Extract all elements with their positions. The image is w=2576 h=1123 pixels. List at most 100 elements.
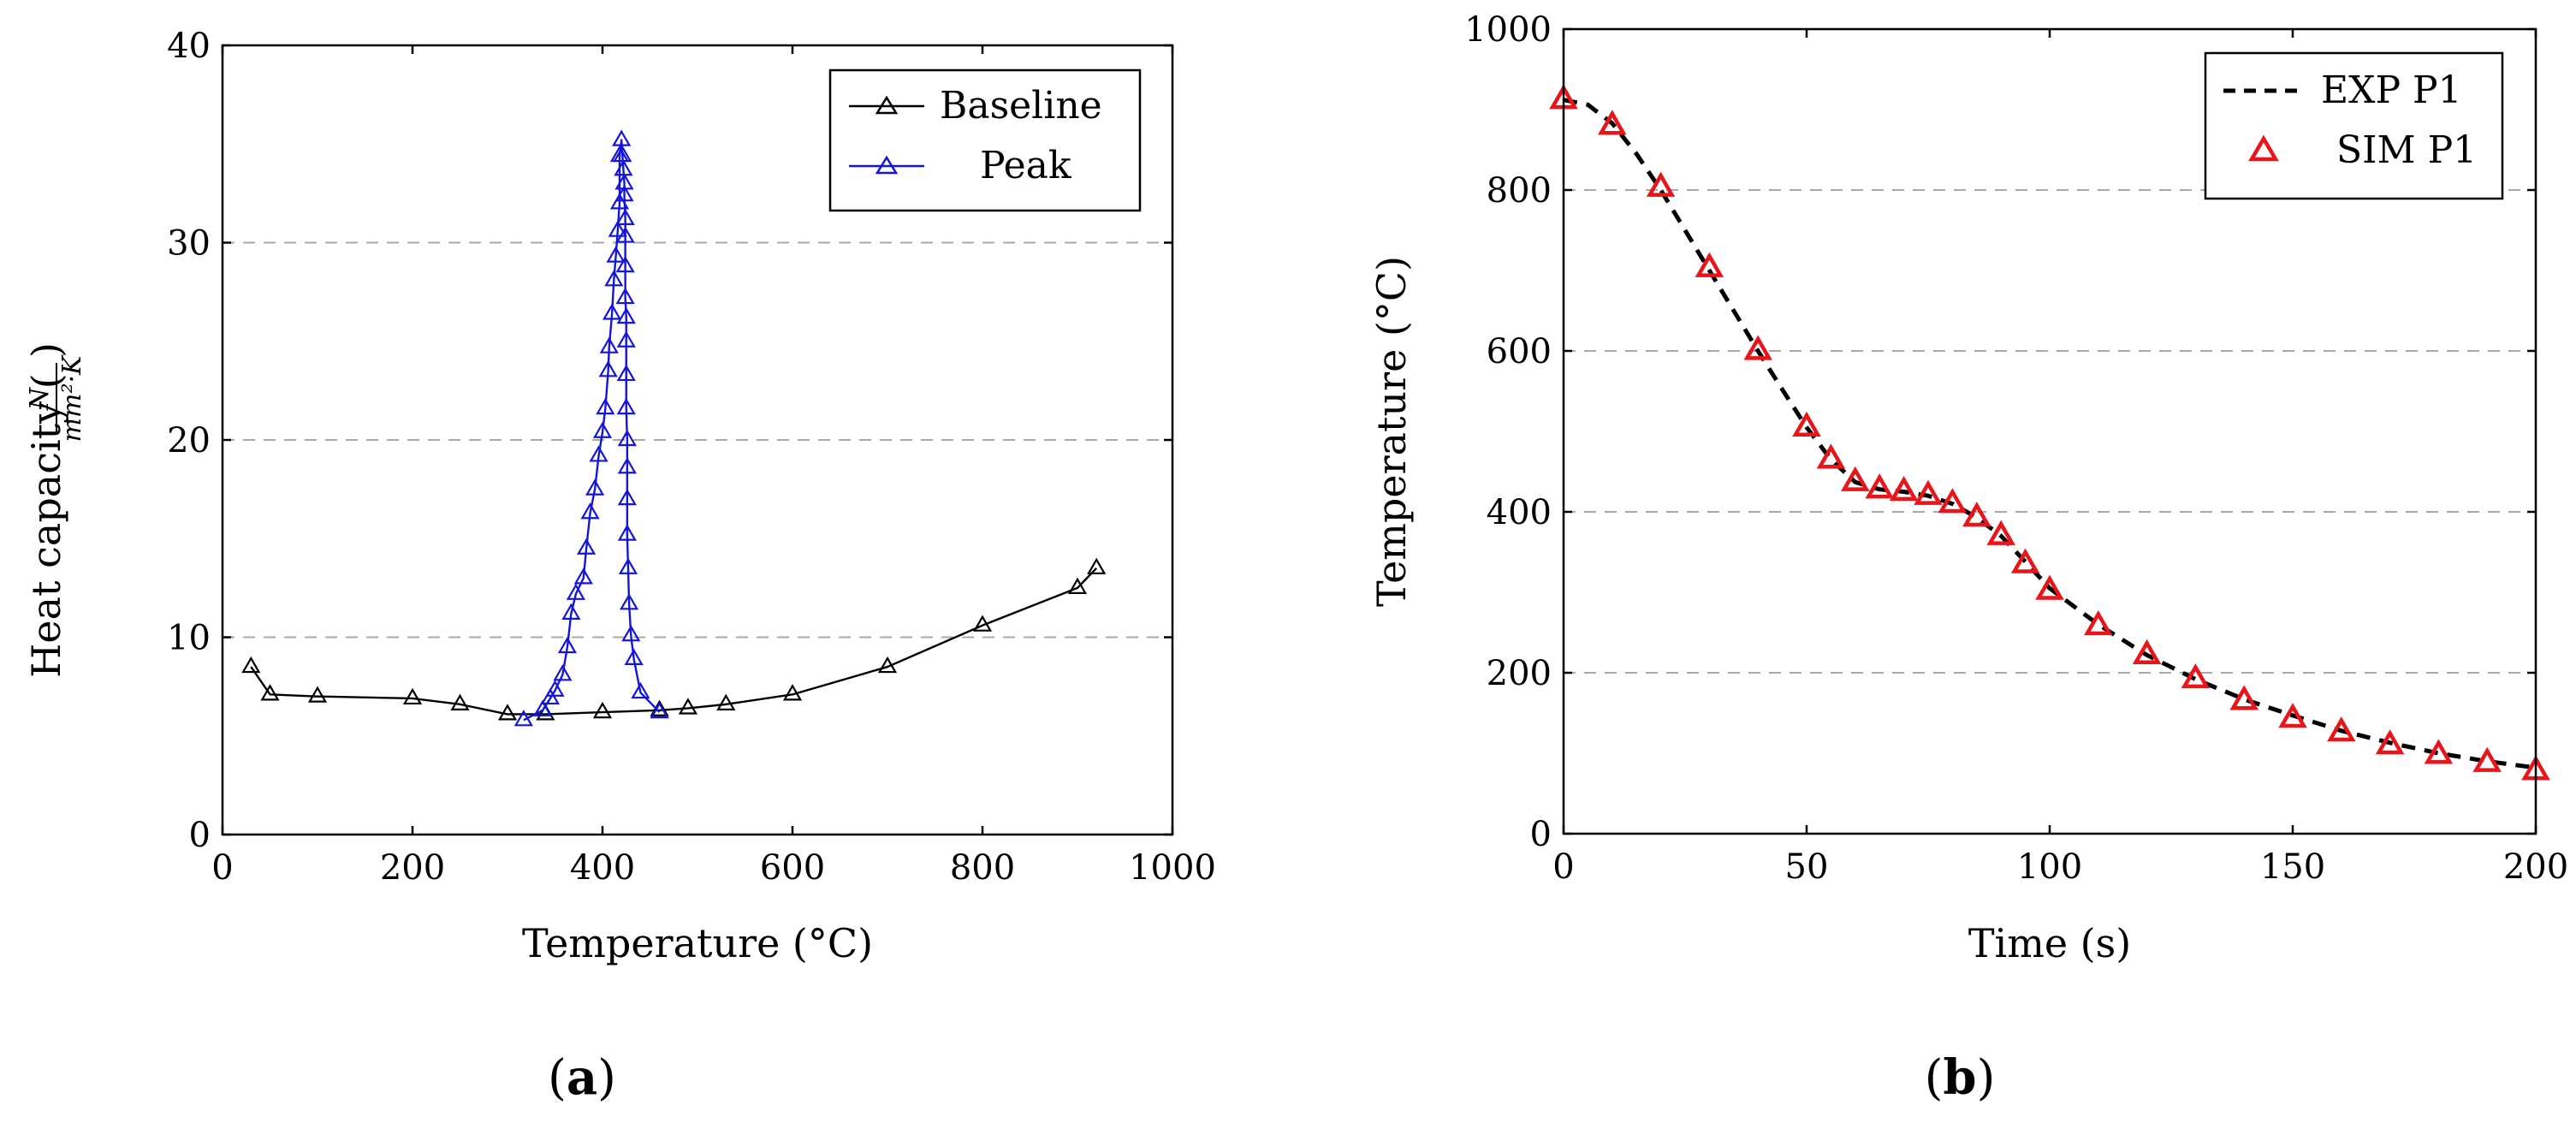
panel-a-legend-baseline-marker <box>875 95 899 115</box>
peak-data-point <box>598 360 618 377</box>
peak-data-point <box>631 681 650 699</box>
panel-b-legend-sim-label: SIM P1 <box>2336 128 2477 172</box>
y-tick-label: 20 <box>167 421 211 460</box>
peak-data-point <box>624 648 644 665</box>
sim-p1-data-point <box>1792 411 1821 437</box>
panel-b-legend-exp-label: EXP P1 <box>2321 68 2462 112</box>
peak-data-point <box>615 255 635 273</box>
sim-p1-data-point <box>1841 466 1870 491</box>
x-tick-label: 150 <box>2260 847 2325 887</box>
peak-data-point <box>599 336 619 354</box>
panel-a-ticks: 0 200 400 600 800 1000 0 10 20 30 40 <box>167 27 1216 888</box>
panel-a-legend-box <box>828 68 1142 212</box>
peak-data-point <box>580 502 600 520</box>
peak-data-point <box>617 488 637 506</box>
panel-a-x-axis-label: Temperature (°C) <box>522 920 873 966</box>
peak-data-point <box>561 603 581 620</box>
baseline-data-point <box>592 701 613 719</box>
peak-data-point <box>589 445 608 462</box>
sim-p1-data-point <box>2229 685 2258 710</box>
peak-data-point <box>618 557 638 574</box>
peak-data-point <box>596 397 615 415</box>
sim-p1-data-point <box>1865 473 1894 499</box>
peak-data-point <box>513 710 533 727</box>
peak-series-line <box>523 139 661 722</box>
sim-p1-data-point <box>2424 739 2454 764</box>
panel-b: 0 50 100 150 200 0 200 400 600 800 1000 Time (s) T… <box>1368 10 2568 1106</box>
peak-data-point <box>573 567 593 585</box>
sim-p1-data-point <box>2181 663 2211 689</box>
x-tick-label: 0 <box>1552 847 1574 887</box>
sim-p1-data-point <box>2010 548 2040 573</box>
peak-data-point <box>540 687 561 705</box>
panel-b-caption-close: ) <box>1977 1050 1996 1106</box>
baseline-data-point <box>307 686 328 703</box>
sim-p1-data-point <box>2472 746 2502 772</box>
sim-p1-data-point <box>1962 502 1991 527</box>
panel-a-grid <box>223 241 1172 639</box>
x-tick-label: 1000 <box>1129 848 1216 888</box>
peak-data-point <box>609 193 630 210</box>
panel-b-grid <box>1564 189 2536 674</box>
peak-data-point <box>545 680 565 697</box>
y-tick-label: 800 <box>1487 171 1552 211</box>
panel-a-y-label-close: ) <box>23 342 69 358</box>
peak-data-point <box>602 303 622 320</box>
panel-b-x-axis-label: Time (s) <box>1968 920 2131 966</box>
sim-p1-data-point <box>2084 609 2113 636</box>
peak-data-point <box>617 524 637 541</box>
panel-a-legend: Baseline Peak <box>828 68 1142 212</box>
panel-b-caption-letter: b <box>1943 1049 1976 1106</box>
peak-data-point <box>614 184 634 202</box>
x-tick-label: 800 <box>950 848 1015 888</box>
baseline-series-line <box>250 567 1098 716</box>
y-tick-label: 40 <box>167 27 211 66</box>
peak-data-point <box>532 699 553 716</box>
panel-a-series <box>241 129 1107 727</box>
panel-b-ticks: 0 50 100 150 200 0 200 400 600 800 1000 <box>1464 10 2568 887</box>
peak-data-point <box>577 538 597 555</box>
peak-data-point <box>616 330 636 348</box>
exp-p1-series-line <box>1563 98 2537 770</box>
panel-b-caption-open: ( <box>1925 1050 1944 1106</box>
panel-b-series <box>1549 84 2550 781</box>
x-tick-label: 50 <box>1785 847 1829 887</box>
peak-data-point <box>604 270 624 287</box>
peak-data-point <box>553 664 573 681</box>
baseline-data-point <box>450 693 470 710</box>
peak-data-point <box>608 220 627 237</box>
peak-data-point <box>650 701 669 719</box>
peak-data-point <box>617 429 637 447</box>
panel-a-y-label-numerator: N <box>25 386 55 411</box>
sim-p1-data-point <box>1695 252 1724 277</box>
panel-a-caption: (a) <box>548 1049 616 1106</box>
baseline-data-point <box>1087 557 1107 574</box>
baseline-data-point <box>716 693 736 710</box>
panel-a: 0 200 400 600 800 1000 0 10 20 30 40 Temperature (… <box>23 27 1216 1106</box>
x-tick-label: 200 <box>380 848 445 888</box>
sim-p1-data-point <box>1743 335 1772 360</box>
panel-a-caption-close: ) <box>597 1050 616 1106</box>
sim-p1-data-point <box>1938 488 1968 514</box>
peak-data-point <box>615 226 635 243</box>
panel-b-legend-sim-marker <box>2248 134 2279 162</box>
peak-data-point <box>566 583 586 600</box>
peak-data-point <box>615 287 635 305</box>
panel-a-y-label-main: Heat capacity ( <box>23 373 69 677</box>
peak-data-point <box>621 624 641 642</box>
panel-a-legend-baseline-label: Baseline <box>940 84 1102 128</box>
peak-data-point <box>612 129 632 146</box>
sim-p1-data-point <box>2375 729 2405 755</box>
y-tick-label: 30 <box>167 224 211 264</box>
baseline-data-point <box>402 687 423 705</box>
panel-b-legend-box <box>2204 51 2504 200</box>
x-tick-label: 400 <box>570 848 635 888</box>
sim-p1-data-point <box>2132 639 2162 664</box>
panel-a-legend-peak-marker <box>875 155 899 175</box>
sim-p1-data-point <box>2327 716 2356 742</box>
peak-data-point <box>616 397 636 415</box>
peak-data-point <box>592 421 613 438</box>
baseline-data-point <box>497 704 518 721</box>
peak-data-point <box>585 478 605 496</box>
sim-p1-data-point <box>2278 703 2307 728</box>
